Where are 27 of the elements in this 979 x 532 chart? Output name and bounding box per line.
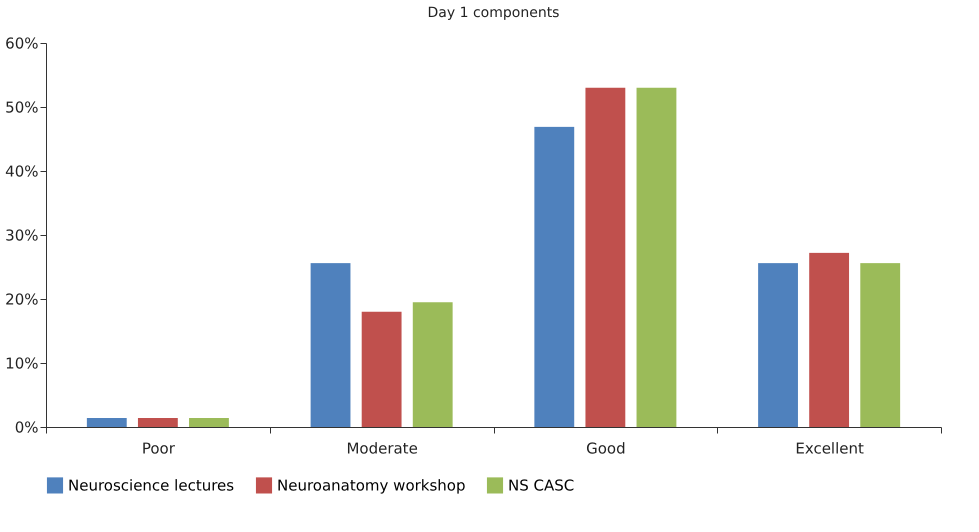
- bar: [809, 252, 850, 427]
- y-tick-label: 10%: [5, 354, 38, 372]
- x-tick-label: Excellent: [795, 440, 864, 458]
- y-tick-label: 40%: [5, 162, 38, 180]
- bar: [860, 263, 900, 427]
- bar: [362, 312, 402, 427]
- bar: [758, 263, 798, 427]
- chart-title: Day 1 components: [428, 5, 560, 21]
- bar: [636, 88, 676, 427]
- y-tick-label: 20%: [5, 290, 38, 308]
- x-tick-label: Moderate: [346, 440, 418, 458]
- bar: [534, 126, 574, 427]
- y-tick-label: 60%: [5, 34, 38, 52]
- legend-label: Neuroanatomy workshop: [277, 476, 466, 494]
- bar: [310, 263, 350, 427]
- y-tick-label: 0%: [14, 418, 38, 436]
- bar: [412, 302, 453, 427]
- y-tick-label: 30%: [5, 226, 38, 244]
- bar: [86, 418, 127, 427]
- bar: [138, 418, 178, 427]
- legend-label: NS CASC: [508, 476, 574, 494]
- bar: [585, 88, 626, 427]
- y-tick-label: 50%: [5, 98, 38, 116]
- legend-label: Neuroscience lectures: [68, 476, 234, 494]
- x-tick-label: Poor: [142, 440, 176, 458]
- x-tick-label: Good: [586, 440, 626, 458]
- bar: [189, 418, 229, 427]
